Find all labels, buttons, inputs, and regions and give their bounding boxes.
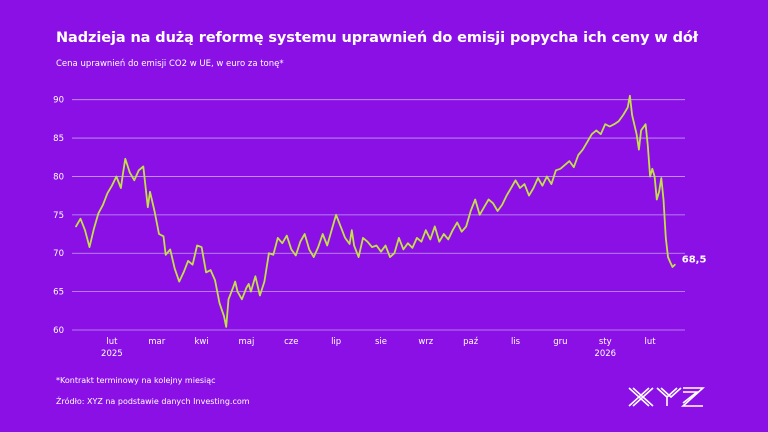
- x-tick-label: lut: [106, 337, 118, 347]
- y-axis-ticks: 60 65 70 75 80 85 90: [53, 96, 64, 336]
- chart-subtitle: Cena uprawnień do emisji CO2 w UE, w eur…: [56, 59, 284, 69]
- last-value-label: 68,5: [682, 255, 707, 266]
- x-tick-label: kwi: [194, 337, 208, 347]
- x-tick-label: lis: [511, 337, 521, 347]
- x-tick-label: sty: [599, 337, 612, 347]
- y-tick-label: 90: [53, 96, 64, 106]
- x-tick-label: wrz: [418, 337, 433, 347]
- xyz-logo: [628, 387, 705, 407]
- x-axis-ticks: lut 2025 mar kwi maj cze lip sie wrz paź lis gru sty…: [101, 337, 656, 359]
- x-tick-year: 2025: [101, 349, 123, 359]
- y-tick-label: 60: [53, 326, 64, 336]
- x-tick-label: paź: [463, 337, 479, 347]
- x-tick-label: lip: [331, 337, 341, 347]
- y-tick-label: 85: [53, 134, 64, 144]
- x-tick-label: sie: [375, 337, 387, 347]
- source-note: Źródło: XYZ na podstawie danych Investin…: [56, 397, 250, 406]
- x-tick-year: 2026: [594, 349, 616, 359]
- x-tick-label: cze: [284, 337, 298, 347]
- gridlines: [72, 99, 685, 331]
- co2-price-line: [75, 94, 676, 328]
- x-tick-label: gru: [553, 337, 567, 347]
- y-tick-label: 70: [53, 249, 64, 259]
- y-tick-label: 80: [53, 172, 64, 182]
- chart-title: Nadzieja na dużą reformę systemu uprawni…: [56, 30, 699, 46]
- footnote: *Kontrakt terminowy na kolejny miesiąc: [56, 376, 216, 385]
- y-tick-label: 65: [53, 288, 64, 298]
- x-tick-label: maj: [239, 337, 255, 347]
- x-tick-label: mar: [148, 337, 165, 347]
- y-tick-label: 75: [53, 211, 64, 221]
- x-tick-label: lut: [645, 337, 657, 347]
